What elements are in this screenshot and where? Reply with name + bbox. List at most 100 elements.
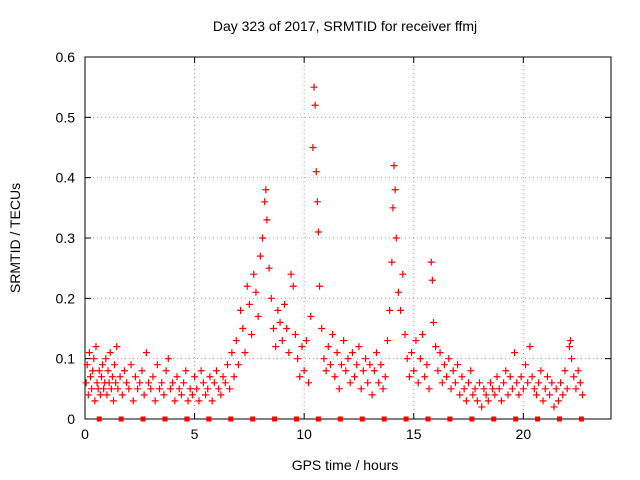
data-point (412, 337, 420, 345)
data-point (177, 391, 185, 399)
data-point (476, 379, 483, 387)
data-point (134, 385, 142, 393)
x-axis-label: GPS time / hours (292, 457, 399, 473)
baseline-marker (140, 416, 146, 422)
data-point (574, 367, 582, 375)
data-point (467, 367, 475, 375)
data-point (522, 361, 530, 369)
data-point (449, 367, 457, 375)
data-point (425, 385, 433, 393)
data-point (504, 391, 512, 399)
baseline-marker (272, 416, 278, 422)
data-point (316, 282, 324, 290)
data-point (390, 162, 398, 170)
y-tick-label: 0.2 (56, 290, 76, 306)
data-point (186, 385, 194, 393)
data-point (473, 397, 481, 405)
data-point (158, 379, 166, 387)
data-point (204, 385, 212, 393)
data-point (559, 391, 567, 399)
data-point (372, 349, 380, 357)
data-point (456, 391, 464, 399)
data-point (326, 361, 334, 369)
data-point (278, 337, 286, 345)
data-point (414, 379, 422, 387)
data-point (107, 385, 115, 393)
data-point (489, 385, 497, 393)
data-point (460, 385, 468, 393)
data-point (104, 367, 112, 375)
data-point (366, 361, 374, 369)
data-point (160, 391, 168, 399)
data-point (237, 306, 245, 314)
data-point (532, 391, 540, 399)
data-point (311, 101, 319, 109)
data-point (491, 391, 499, 399)
data-point (403, 355, 411, 363)
data-point (280, 300, 288, 308)
data-point (289, 282, 297, 290)
data-point (245, 300, 253, 308)
data-point (305, 379, 313, 387)
data-point (519, 385, 527, 393)
data-point (169, 379, 177, 387)
data-point (502, 367, 510, 375)
data-point (386, 306, 394, 314)
data-point (239, 325, 247, 332)
data-point (195, 397, 203, 405)
y-tick-label: 0.5 (56, 109, 76, 125)
data-point (313, 198, 321, 206)
data-point (140, 391, 148, 399)
baseline-marker (184, 416, 190, 422)
chart-title: Day 323 of 2017, SRMTID for receiver ffm… (213, 18, 477, 34)
data-point (285, 349, 293, 357)
data-point (500, 379, 508, 387)
data-point (429, 318, 437, 326)
data-point (108, 373, 116, 381)
data-point (259, 234, 267, 242)
data-point (423, 361, 431, 369)
data-point (151, 397, 159, 405)
data-point (550, 403, 558, 411)
data-point (530, 385, 538, 393)
data-point (314, 228, 322, 236)
data-point (287, 270, 295, 278)
data-point (482, 391, 490, 399)
data-point (199, 379, 207, 387)
data-point (86, 373, 94, 381)
data-point (226, 385, 234, 393)
data-point (210, 379, 218, 387)
data-point (394, 288, 402, 296)
data-point (230, 373, 238, 381)
data-point (213, 367, 220, 375)
data-point (438, 379, 446, 387)
y-axis-label: SRMTID / TECUs (7, 183, 23, 293)
data-point (320, 355, 328, 363)
data-point (228, 349, 236, 357)
baseline-marker (403, 416, 409, 422)
data-point (451, 379, 459, 387)
data-point (310, 83, 318, 91)
data-point (180, 379, 188, 387)
data-point (95, 367, 103, 375)
data-point (368, 391, 376, 399)
data-point (116, 373, 124, 381)
data-point (397, 306, 405, 314)
data-point (96, 391, 104, 399)
x-tick-label: 0 (81, 426, 89, 442)
data-point (131, 373, 139, 381)
data-point (99, 361, 107, 369)
baseline-marker (469, 416, 475, 422)
data-point (563, 385, 571, 393)
data-point (405, 373, 413, 381)
x-tick-label: 5 (191, 426, 199, 442)
data-point (359, 367, 367, 375)
baseline-marker (337, 416, 343, 422)
data-point (93, 379, 101, 387)
data-point (416, 355, 424, 363)
data-point (156, 385, 164, 393)
data-point (138, 367, 146, 375)
data-point (153, 361, 161, 369)
data-point (103, 391, 111, 399)
data-point (182, 367, 190, 375)
